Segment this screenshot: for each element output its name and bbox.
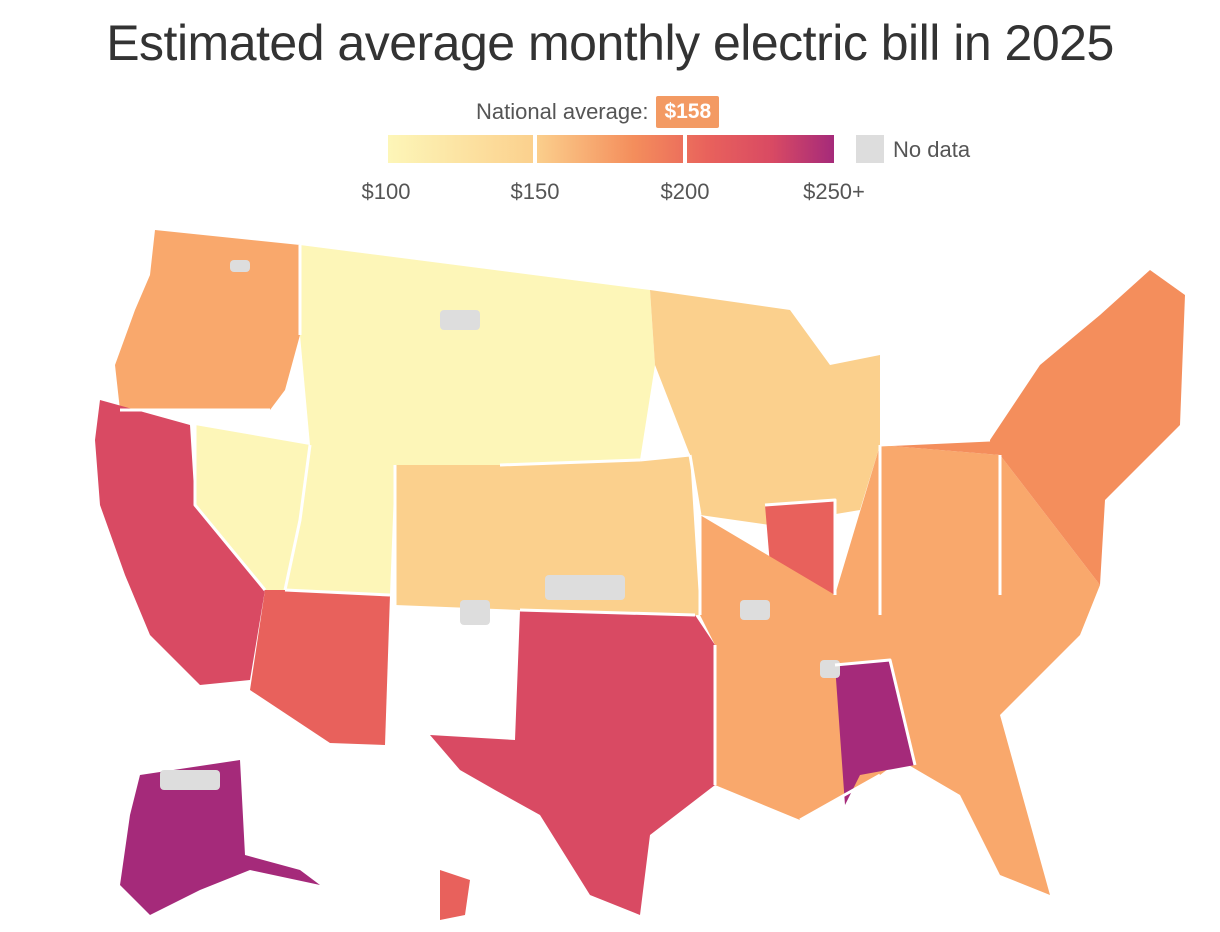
no-data-area — [820, 660, 840, 678]
legend-separator — [683, 135, 687, 163]
national-average-value: $158 — [656, 96, 720, 128]
no-data-area — [545, 575, 625, 600]
state-border — [688, 454, 702, 516]
state-border — [499, 458, 641, 467]
chart-title: Estimated average monthly electric bill … — [106, 15, 1114, 71]
map-region-arizona — [250, 590, 390, 745]
map-region-pacific-northwest — [115, 230, 300, 410]
no-data-area — [440, 310, 480, 330]
no-data-area — [460, 600, 490, 625]
no-data-label: No data — [893, 137, 971, 162]
state-borders — [120, 245, 1002, 822]
state-border — [799, 773, 881, 822]
legend-tick-100: $100 — [361, 179, 411, 204]
no-data-area — [740, 600, 770, 620]
map-region-hawaii — [440, 870, 470, 920]
state-border — [519, 608, 696, 617]
map-region-northeast — [880, 270, 1185, 585]
legend-tick-250: $250+ — [803, 179, 865, 204]
state-border — [193, 425, 267, 591]
map-region-northern-rockies-and-plains — [285, 245, 655, 595]
map-region-alaska — [120, 760, 320, 915]
no-data-area — [160, 770, 220, 790]
legend-separator — [533, 135, 537, 163]
state-border — [284, 588, 391, 597]
color-scale-legend — [388, 135, 834, 163]
national-average-label: National average: — [476, 99, 649, 124]
legend-tick-200: $200 — [660, 179, 710, 204]
state-border — [764, 498, 837, 595]
no-data-area — [230, 260, 250, 272]
us-county-map — [95, 230, 1185, 920]
map-region-texas — [430, 610, 715, 915]
no-data-swatch — [856, 135, 884, 163]
state-border — [879, 438, 991, 447]
map-region-upper-midwest — [650, 290, 880, 525]
state-border — [639, 453, 691, 462]
map-region-california — [95, 400, 265, 685]
legend-tick-150: $150 — [510, 179, 560, 204]
state-border — [834, 658, 917, 766]
map-region-alabama — [835, 660, 915, 805]
no-data-areas — [160, 260, 840, 790]
map-regions — [95, 230, 1185, 920]
state-border — [283, 444, 312, 591]
national-average: National average: $158 — [476, 96, 720, 128]
map-region-nevada — [195, 425, 310, 590]
